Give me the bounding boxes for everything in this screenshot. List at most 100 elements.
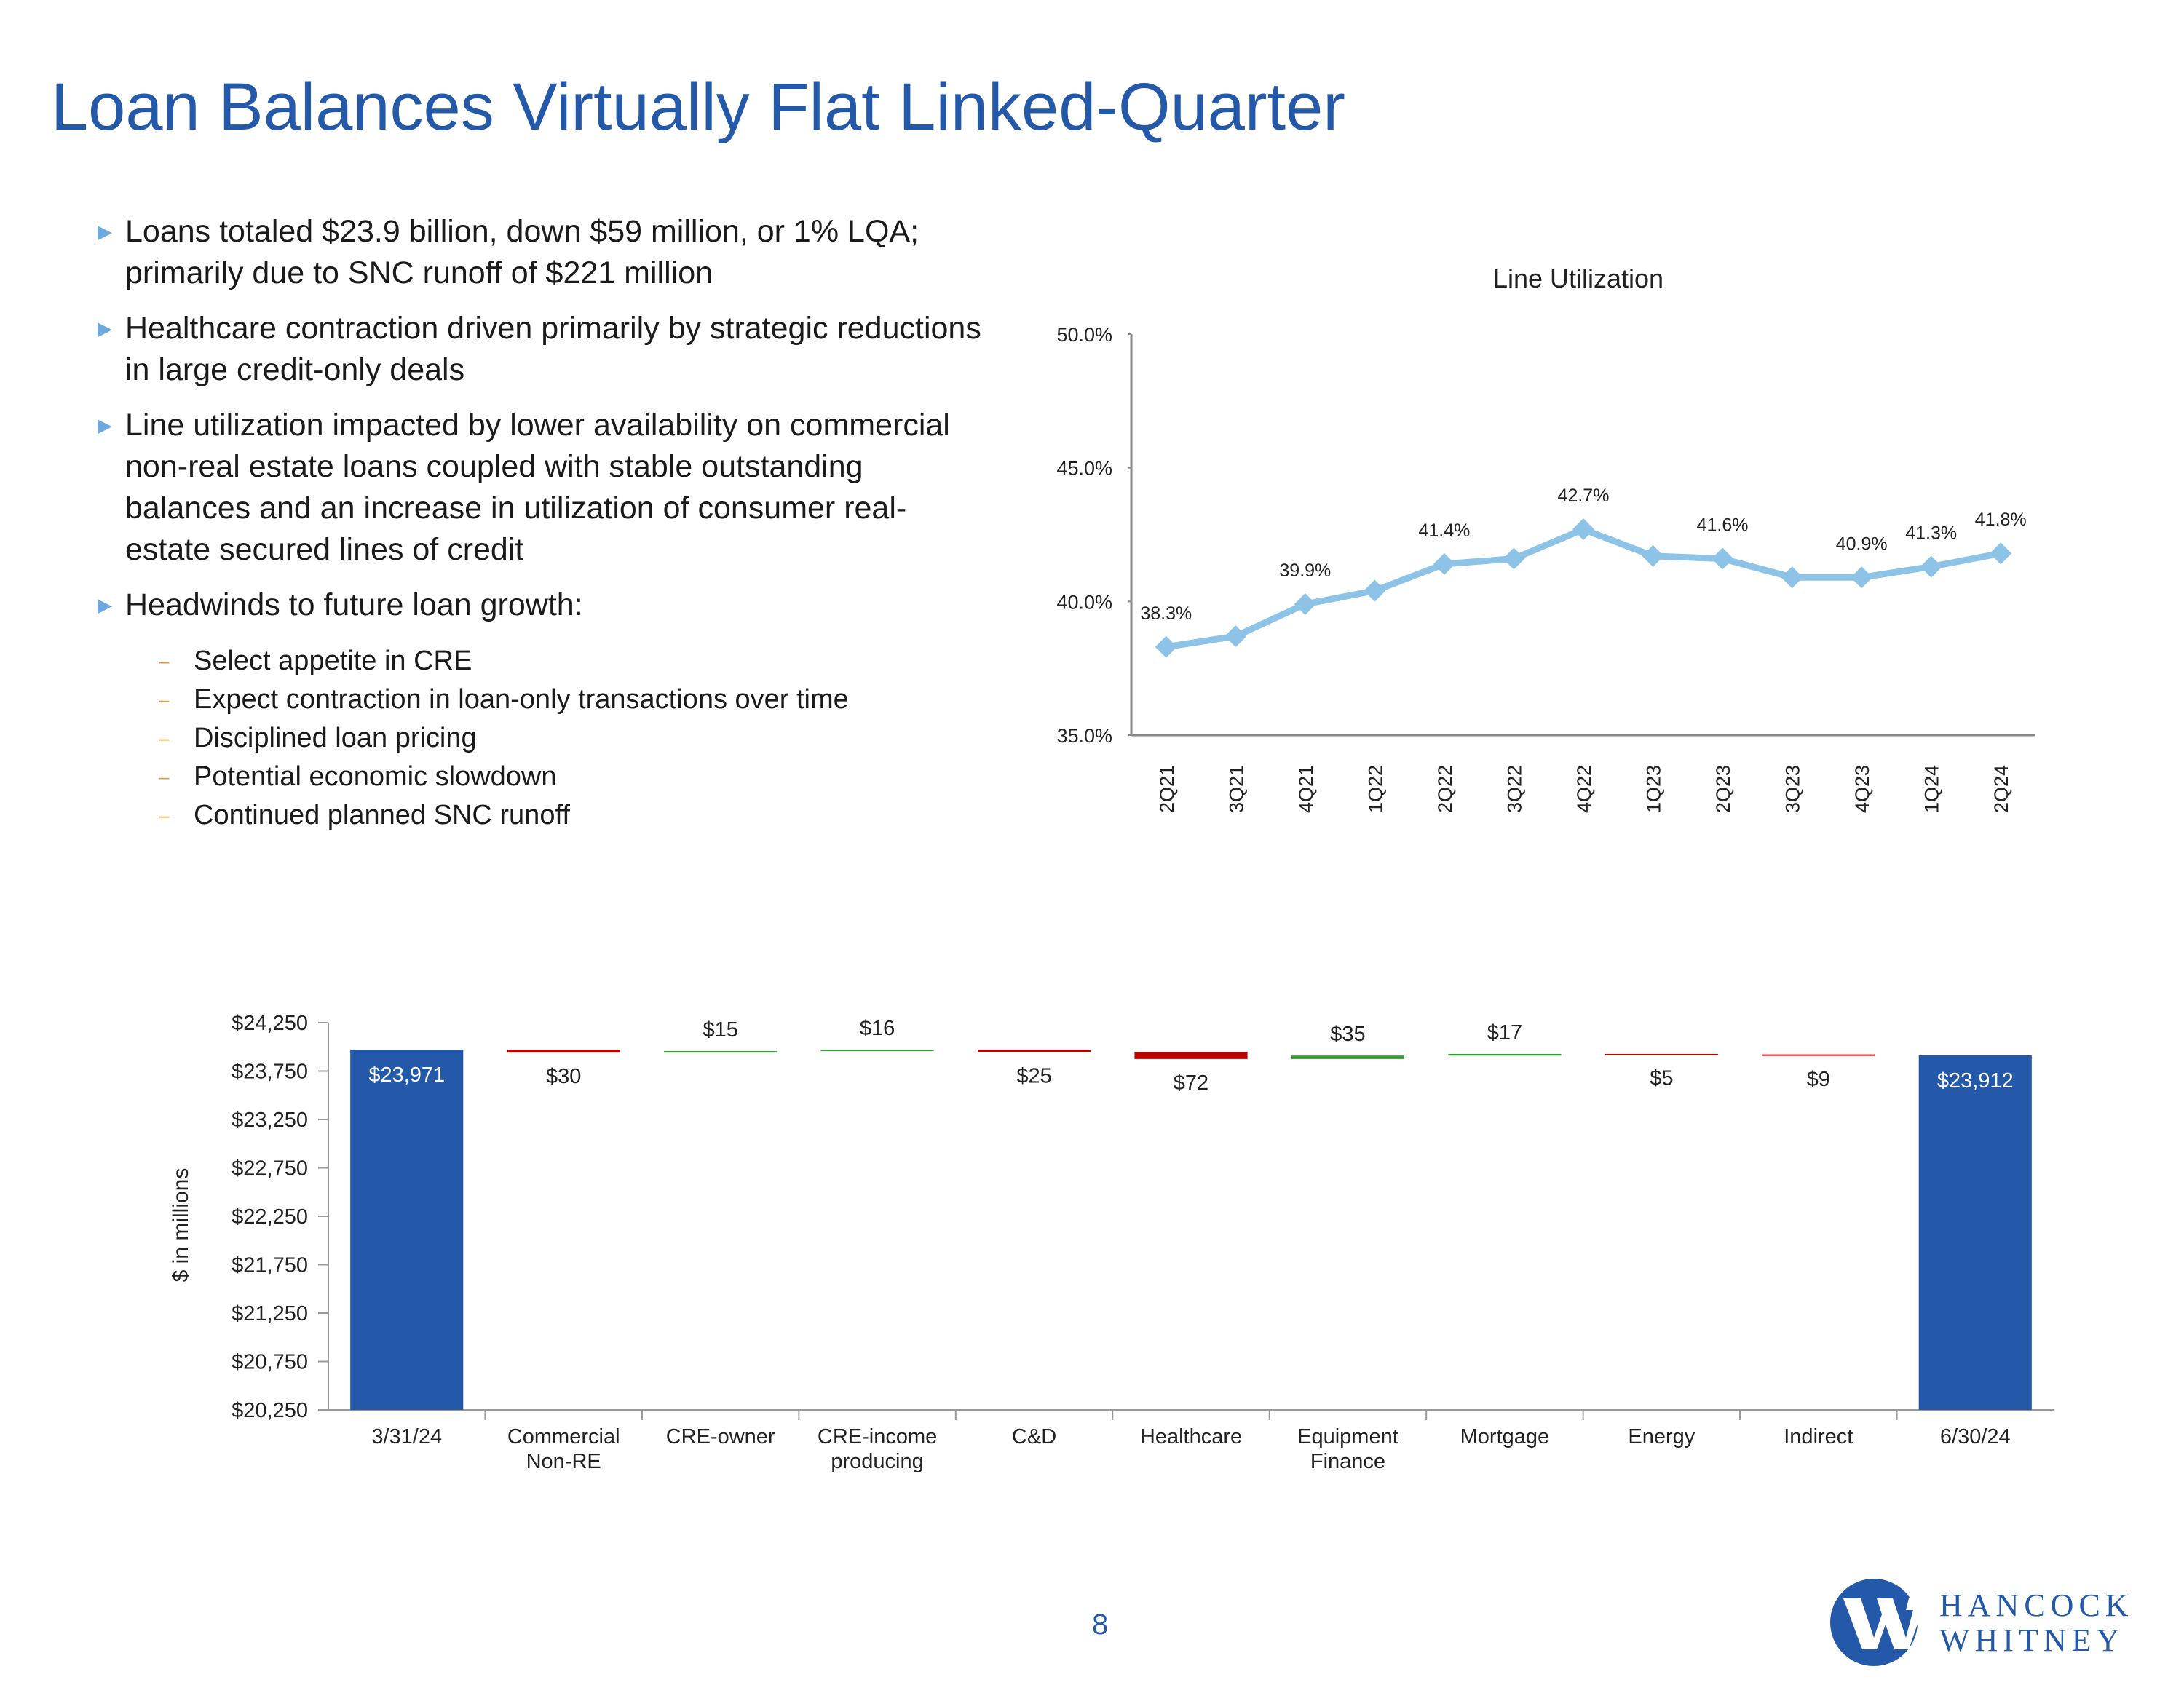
sub-bullet: Disciplined loan pricing [159, 719, 849, 758]
marker [1224, 625, 1247, 648]
data-label: $25 [1016, 1064, 1051, 1087]
bullet-list: Loans totaled $23.9 billion, down $59 mi… [98, 211, 984, 640]
marker [1572, 518, 1594, 541]
marker [1990, 542, 2012, 565]
x-tick-label: 3/31/24 [371, 1425, 443, 1448]
x-tick-label: Commercial Non-RE [507, 1425, 620, 1473]
y-tick-label: $22,250 [232, 1205, 308, 1229]
x-tick-label: Mortgage [1460, 1425, 1550, 1448]
x-tick-label: 4Q22 [1573, 765, 1595, 813]
data-label: 41.4% [1418, 520, 1470, 541]
data-label: 41.8% [1975, 510, 2027, 530]
y-tick-label: $20,250 [232, 1399, 308, 1422]
marker [1294, 593, 1316, 616]
y-tick-label: $23,750 [232, 1060, 308, 1084]
y-tick-label: 50.0% [1056, 324, 1112, 346]
change-bar [820, 1049, 934, 1052]
x-tick-label: 2Q24 [1990, 765, 2012, 813]
change-bar [1605, 1053, 1718, 1055]
x-tick-label: 3Q22 [1503, 765, 1525, 813]
marker [1920, 555, 1942, 578]
x-tick-label: 1Q23 [1643, 765, 1665, 813]
x-tick-label: 1Q22 [1364, 765, 1386, 813]
y-axis-label: $ in millions [169, 1168, 193, 1282]
data-label: $9 [1807, 1068, 1830, 1091]
data-label: 42.7% [1558, 485, 1610, 506]
data-label: $35 [1330, 1023, 1365, 1046]
y-tick-label: $21,250 [232, 1302, 308, 1325]
change-bar [507, 1050, 620, 1053]
marker [1503, 547, 1525, 570]
x-tick-label: CRE-owner [665, 1425, 775, 1448]
data-label: $16 [860, 1017, 895, 1040]
data-label: 39.9% [1279, 560, 1331, 581]
x-tick-label: 2Q23 [1712, 765, 1734, 813]
x-tick-label: 3Q23 [1782, 765, 1804, 813]
y-tick-label: $22,750 [232, 1157, 308, 1181]
sub-bullet-list: Select appetite in CRE Expect contractio… [159, 642, 849, 835]
logo-text: WHITNEY [1939, 1622, 2125, 1658]
change-bar [977, 1049, 1091, 1052]
sub-bullet: Expect contraction in loan-only transact… [159, 681, 849, 719]
marker [1712, 547, 1734, 570]
page-number: 8 [1092, 1609, 1109, 1641]
data-label: $30 [546, 1065, 581, 1088]
x-tick-label: C&D [1011, 1425, 1057, 1448]
y-tick-label: $24,250 [232, 1012, 308, 1035]
x-tick-label: 4Q21 [1295, 765, 1317, 813]
x-tick-label: 4Q23 [1851, 765, 1873, 813]
y-tick-label: $20,750 [232, 1351, 308, 1374]
x-tick-label: Healthcare [1139, 1425, 1243, 1448]
total-bar [1918, 1055, 2032, 1410]
x-tick-label: 1Q24 [1921, 765, 1943, 813]
change-bar [1291, 1055, 1405, 1059]
data-label: 38.3% [1140, 603, 1192, 624]
logo-mark [1830, 1579, 1926, 1666]
change-bar [1762, 1054, 1875, 1056]
y-tick-label: 45.0% [1056, 458, 1112, 480]
slide-title: Loan Balances Virtually Flat Linked-Quar… [51, 70, 1345, 144]
bullet: Headwinds to future loan growth: [98, 584, 984, 626]
x-tick-label: 2Q21 [1156, 765, 1178, 813]
data-label: 41.3% [1905, 523, 1957, 544]
change-bar [1134, 1052, 1248, 1059]
x-tick-label: 6/30/24 [1939, 1425, 2011, 1448]
data-label: $15 [703, 1018, 737, 1042]
data-label: $17 [1487, 1021, 1522, 1044]
marker [1155, 635, 1177, 658]
change-bar [1448, 1053, 1562, 1056]
y-tick-label: 40.0% [1056, 591, 1112, 613]
marker [1851, 566, 1873, 589]
sub-bullet: Continued planned SNC runoff [159, 796, 849, 835]
x-tick-label: 3Q21 [1225, 765, 1247, 813]
data-label: 40.9% [1836, 534, 1888, 554]
data-label: $23,971 [368, 1063, 445, 1087]
bullet: Line utilization impacted by lower avail… [98, 405, 984, 571]
bullet: Healthcare contraction driven primarily … [98, 308, 984, 391]
y-tick-label: $23,250 [232, 1109, 308, 1132]
data-label: $5 [1650, 1067, 1673, 1090]
marker [1364, 579, 1386, 602]
chart-title: Line Utilization [1493, 263, 1663, 293]
x-tick-label: Equipment Finance [1297, 1425, 1398, 1473]
sub-bullet: Select appetite in CRE [159, 642, 849, 681]
marker [1433, 552, 1455, 575]
x-tick-label: CRE-income producing [817, 1425, 938, 1473]
x-tick-label: Energy [1628, 1425, 1696, 1448]
data-label: $72 [1174, 1071, 1208, 1095]
data-label: $23,912 [1937, 1069, 2014, 1093]
logo-text: HANCOCK [1939, 1587, 2134, 1623]
x-tick-label: Indirect [1784, 1425, 1853, 1448]
x-tick-label: 2Q22 [1434, 765, 1456, 813]
marker [1642, 544, 1664, 567]
total-bar [350, 1050, 464, 1410]
y-tick-label: $21,750 [232, 1254, 308, 1277]
data-label: 41.6% [1697, 515, 1749, 536]
change-bar [664, 1051, 778, 1053]
marker [1781, 566, 1803, 589]
bullet: Loans totaled $23.9 billion, down $59 mi… [98, 211, 984, 294]
y-tick-label: 35.0% [1056, 725, 1112, 747]
sub-bullet: Potential economic slowdown [159, 758, 849, 796]
